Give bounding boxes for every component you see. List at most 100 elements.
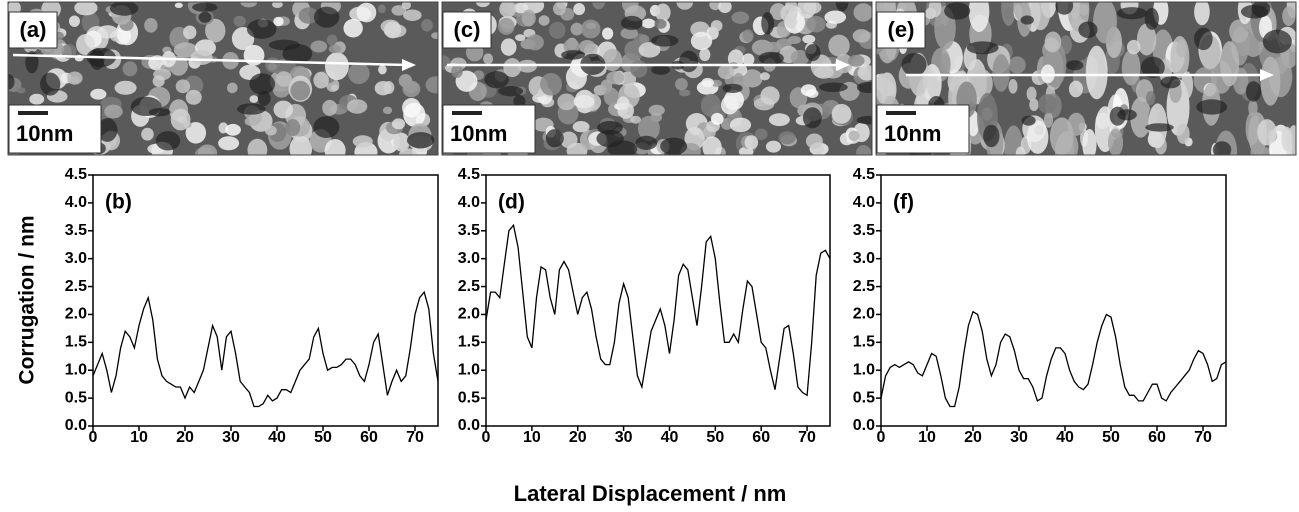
scale-label: 10nm — [16, 121, 73, 146]
panel-label: (b) — [105, 191, 132, 214]
stm-grain — [552, 2, 566, 16]
stm-shadow — [40, 72, 61, 96]
stm-grain — [710, 112, 724, 125]
stm-grain — [778, 131, 796, 145]
stm-grain — [1008, 56, 1026, 74]
stm-grain — [540, 73, 563, 96]
label-box — [8, 11, 58, 49]
stm-grain — [175, 79, 191, 94]
stm-grain — [244, 116, 260, 127]
y-tick-label: 4.5 — [65, 166, 87, 183]
stm-shadow — [983, 124, 1000, 148]
y-tick-label: 1.0 — [458, 361, 480, 378]
stm-grain — [1015, 146, 1026, 155]
stm-grain — [787, 35, 802, 45]
stm-shadow — [1116, 7, 1148, 20]
y-tick-label: 3.0 — [853, 250, 875, 267]
stm-grain — [700, 93, 721, 117]
stm-shadow — [1262, 29, 1292, 54]
stm-shadow — [650, 34, 679, 47]
y-axis-label: Corrugation / nm — [16, 215, 39, 384]
stm-shadow — [761, 12, 775, 35]
stm-shadow — [1251, 2, 1271, 18]
stm-frame — [7, 1, 439, 156]
arrow-head — [1260, 69, 1274, 81]
label-box — [442, 11, 492, 49]
stm-grain — [1170, 36, 1190, 79]
y-tick-label: 1.5 — [458, 334, 480, 351]
stm-shadow — [1160, 76, 1181, 89]
stm-grain — [831, 103, 852, 124]
stm-grain — [806, 15, 826, 33]
stm-grain — [852, 29, 871, 43]
profile-line — [92, 290, 439, 408]
stm-grain — [824, 10, 847, 24]
stm-grain — [185, 89, 202, 105]
stm-grain — [393, 132, 410, 152]
x-tick-label: 10 — [918, 429, 936, 446]
stm-grain — [265, 57, 281, 73]
stm-grain — [225, 123, 241, 136]
x-tick-label: 20 — [569, 429, 587, 446]
stm-grain — [1043, 111, 1054, 128]
stm-grain — [298, 7, 319, 24]
stm-shadow — [835, 2, 849, 12]
y-tick-label: 4.5 — [458, 166, 480, 183]
stm-shadow — [1055, 2, 1074, 15]
y-tick-label: 3.5 — [853, 222, 875, 239]
stm-grain — [926, 70, 938, 98]
y-tick-label: 0.0 — [458, 417, 480, 434]
stm-grain — [624, 40, 645, 61]
x-tick-label: 60 — [1148, 429, 1166, 446]
stm-grain — [104, 104, 123, 119]
stm-shadow — [545, 129, 564, 148]
stm-grain — [272, 2, 283, 9]
stm-shadow — [406, 132, 435, 149]
stm-shadow — [758, 51, 784, 65]
stm-grain — [503, 58, 522, 78]
x-tick-label: 40 — [661, 429, 679, 446]
y-tick-label: 4.0 — [853, 194, 875, 211]
stm-shadow — [1145, 123, 1174, 132]
stm-shadow — [621, 15, 643, 30]
stm-grain — [144, 17, 158, 33]
stm-shadow — [130, 96, 162, 117]
x-tick-label: 30 — [615, 429, 633, 446]
stm-shadow — [1140, 56, 1165, 78]
stm-grain — [699, 48, 711, 62]
image-label: (e) — [888, 17, 915, 42]
stm-grain — [675, 77, 688, 91]
stm-grain — [802, 34, 816, 44]
stm-grain — [382, 106, 393, 115]
stm-grain — [655, 3, 671, 22]
stm-grain — [565, 64, 587, 90]
stm-image — [876, 2, 1296, 155]
stm-grain — [717, 64, 735, 80]
y-tick-label: 2.5 — [65, 278, 87, 295]
stm-grain — [197, 144, 218, 155]
stm-grain — [638, 42, 661, 58]
stm-grain — [654, 18, 667, 29]
x-tick-label: 70 — [1194, 429, 1212, 446]
panel-label: (f) — [893, 191, 914, 214]
stm-grain — [326, 34, 338, 46]
stm-shadow — [257, 91, 271, 106]
stm-shadow — [155, 131, 181, 151]
x-tick-label: 60 — [360, 429, 378, 446]
stm-grain — [573, 3, 586, 16]
stm-shadow — [1078, 21, 1098, 38]
y-tick-label: 2.5 — [853, 278, 875, 295]
stm-grain — [648, 104, 665, 116]
stm-grain — [66, 71, 83, 85]
stm-shadow — [484, 71, 509, 89]
stm-grain — [563, 38, 580, 54]
stm-grain — [557, 93, 576, 111]
stm-grain — [68, 15, 80, 27]
stm-shadow — [192, 2, 218, 12]
stm-grain — [348, 62, 370, 85]
stm-grain — [760, 86, 780, 105]
y-tick-label: 2.5 — [458, 278, 480, 295]
stm-grain — [620, 27, 639, 39]
stm-grain — [273, 100, 294, 119]
stm-shadow — [802, 107, 822, 129]
